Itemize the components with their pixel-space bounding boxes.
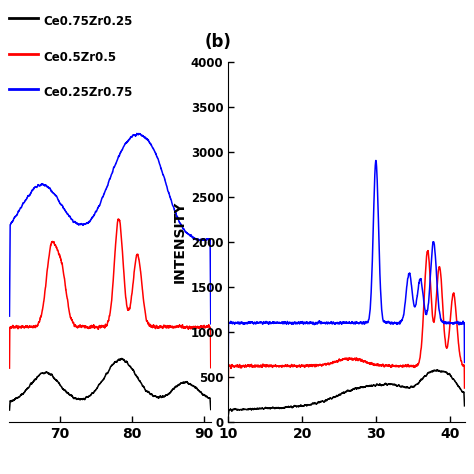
- Text: Ce0.25Zr0.75: Ce0.25Zr0.75: [44, 86, 133, 99]
- Y-axis label: INTENSITY: INTENSITY: [173, 201, 187, 283]
- Text: Ce0.5Zr0.5: Ce0.5Zr0.5: [44, 51, 117, 64]
- Text: Ce0.75Zr0.25: Ce0.75Zr0.25: [44, 15, 133, 28]
- Text: (b): (b): [205, 33, 231, 51]
